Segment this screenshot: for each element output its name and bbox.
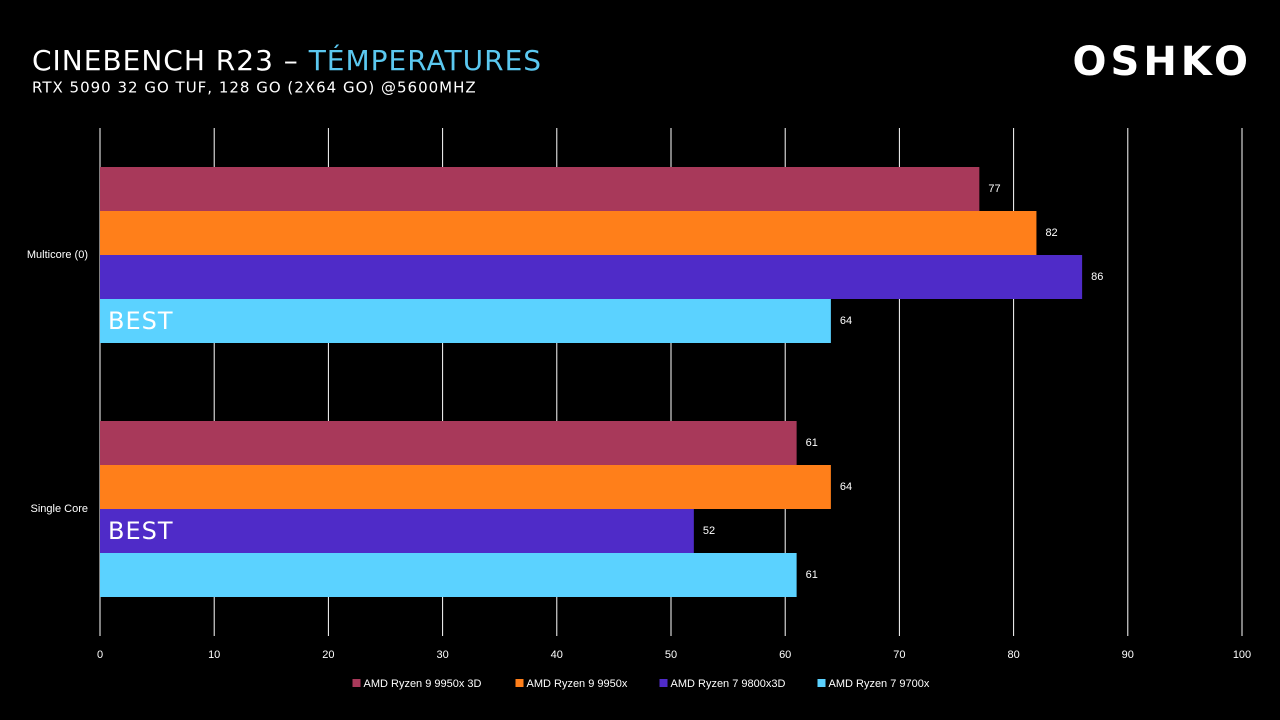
legend-swatch (817, 679, 826, 687)
x-tick-label: 70 (893, 649, 905, 661)
value-label: 64 (840, 315, 852, 327)
annotation: BEST (108, 307, 174, 335)
x-tick-label: 90 (1122, 649, 1134, 661)
value-label: 64 (840, 481, 852, 493)
legend-swatch (352, 679, 361, 687)
legend-label: AMD Ryzen 7 9800x3D (671, 678, 786, 690)
bar (100, 465, 831, 509)
annotation: BEST (108, 517, 174, 545)
value-label: 61 (806, 437, 818, 449)
value-label: 82 (1045, 227, 1057, 239)
logo: OSHKO (1073, 39, 1253, 85)
x-tick-label: 40 (551, 649, 563, 661)
value-label: 52 (703, 525, 715, 537)
value-label: 86 (1091, 271, 1103, 283)
chart-title: CINEBENCH R23 – TÉMPERATURES (32, 43, 542, 77)
bar (100, 255, 1083, 299)
y-tick-label: Single Core (31, 503, 88, 515)
legend-label: AMD Ryzen 9 9950x 3D (364, 678, 482, 690)
x-tick-label: 100 (1233, 649, 1251, 661)
x-tick-label: 20 (322, 649, 334, 661)
x-tick-label: 0 (97, 649, 103, 661)
bar (100, 299, 831, 343)
value-label: 77 (988, 183, 1000, 195)
bar (100, 167, 980, 211)
x-tick-label: 80 (1007, 649, 1019, 661)
legend-label: AMD Ryzen 7 9700x (829, 678, 930, 690)
title-highlight: TÉMPERATURES (308, 43, 542, 77)
x-tick-label: 50 (665, 649, 677, 661)
subtitle: RTX 5090 32 GO TUF, 128 GO (2X64 GO) @56… (32, 79, 477, 97)
bar (100, 421, 797, 465)
legend-swatch (515, 679, 524, 687)
x-tick-label: 60 (779, 649, 791, 661)
bar (100, 553, 797, 597)
x-tick-label: 30 (436, 649, 448, 661)
legend-label: AMD Ryzen 9 9950x (527, 678, 628, 690)
legend-swatch (659, 679, 668, 687)
bar (100, 211, 1037, 255)
x-tick-label: 10 (208, 649, 220, 661)
value-label: 61 (806, 569, 818, 581)
title-main: CINEBENCH R23 – (32, 44, 299, 77)
bar (100, 509, 694, 553)
y-tick-label: Multicore (0) (27, 249, 88, 261)
